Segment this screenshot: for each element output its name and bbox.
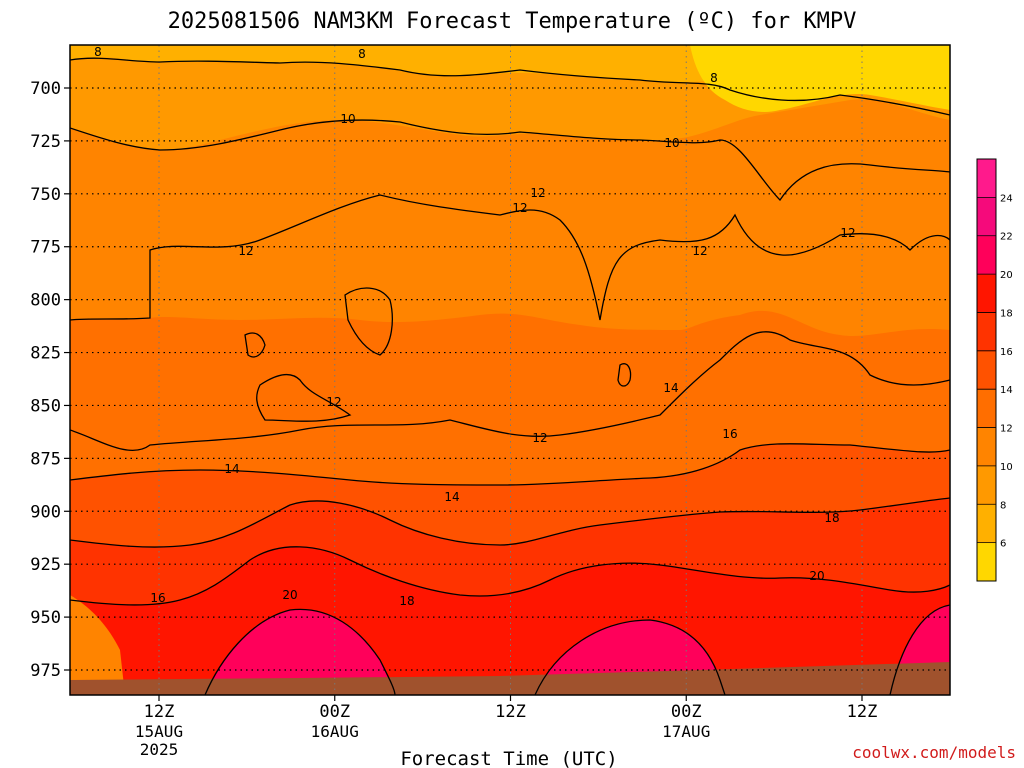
contour-label: 10	[340, 112, 355, 126]
x-tick-label: 00Z	[319, 702, 350, 722]
contour-16	[70, 443, 950, 486]
contour-20	[70, 546, 950, 606]
colorbar-segment	[977, 235, 996, 275]
x-date-label: 15AUG	[135, 722, 183, 741]
y-tick-label: 775	[30, 238, 61, 258]
contour-12-cell-b	[256, 373, 352, 422]
x-tick-label: 12Z	[144, 702, 175, 722]
x-year-label: 2025	[140, 740, 179, 759]
band-surface-cool	[70, 595, 125, 695]
contour-lines	[70, 57, 950, 695]
colorbar-segment	[977, 427, 996, 467]
contour-22-c	[889, 604, 950, 695]
colorbar-segment	[977, 389, 996, 429]
contour-label: 16	[722, 427, 737, 441]
contour-12	[70, 194, 950, 321]
contour-label: 12	[692, 244, 707, 258]
band-16-18	[70, 443, 950, 548]
contour-label: 12	[530, 186, 545, 200]
contour-14-cell	[344, 287, 393, 356]
colorbar-segment	[977, 159, 996, 198]
y-tick-label: 850	[30, 396, 61, 416]
colorbar-label: 20	[1000, 270, 1013, 281]
colorbar-label: 24	[1000, 193, 1013, 204]
contour-12-cell-c	[617, 363, 632, 387]
contour-label: 14	[444, 490, 459, 504]
contour-label: 18	[399, 594, 414, 608]
colorbar-segment	[977, 274, 996, 313]
y-tick-label: 800	[30, 291, 61, 311]
contour-labels: 8 8 8 10 10 12 12 12 12 12 12 12 14 14 1…	[94, 45, 855, 608]
contour-10	[70, 119, 950, 202]
y-tick-label: 950	[30, 608, 61, 628]
colorbar-label: 16	[1000, 347, 1013, 358]
contour-label: 20	[809, 569, 824, 583]
x-date-label: 16AUG	[311, 722, 359, 741]
colorbar-label: 8	[1000, 500, 1006, 511]
colorbar-segment	[977, 312, 996, 352]
contour-label: 8	[358, 47, 366, 61]
colorbar-label: 18	[1000, 308, 1013, 319]
x-tick-label: 00Z	[671, 702, 702, 722]
contour-label: 12	[512, 201, 527, 215]
y-tick-label: 700	[30, 79, 61, 99]
y-tick-label: 825	[30, 344, 61, 364]
contour-12-cell-a	[244, 332, 266, 358]
x-tick-label: 12Z	[495, 702, 526, 722]
temperature-field	[70, 45, 950, 695]
contour-8	[70, 57, 950, 116]
colorbar-segment	[977, 542, 996, 582]
contour-label: 12	[238, 244, 253, 258]
y-tick-label: 875	[30, 449, 61, 469]
contour-label: 8	[710, 71, 718, 85]
contour-label: 8	[94, 45, 102, 59]
y-tick-label: 750	[30, 185, 61, 205]
x-date-label: 17AUG	[662, 722, 710, 741]
band-6-8	[690, 45, 950, 112]
contour-14	[70, 331, 950, 451]
y-tick-label: 925	[30, 555, 61, 575]
colorbar-frame	[976, 158, 997, 582]
contour-label: 14	[224, 462, 239, 476]
contour-label: 12	[532, 431, 547, 445]
x-tick-label: 12Z	[847, 702, 878, 722]
source-credit: coolwx.com/models	[852, 743, 1016, 762]
contour-label: 14	[663, 381, 678, 395]
band-22-24-a	[205, 609, 395, 695]
colorbar-label: 10	[1000, 462, 1013, 473]
contour-label: 12	[326, 395, 341, 409]
colorbar-label: 6	[1000, 539, 1006, 550]
contour-label: 12	[840, 226, 855, 240]
colorbar: 6 8 10 12 14 16 18 20 22 24	[976, 158, 1013, 582]
y-tick-label: 975	[30, 661, 61, 681]
contour-label: 16	[150, 591, 165, 605]
colorbar-segment	[977, 504, 996, 544]
y-tick-label: 725	[30, 132, 61, 152]
colorbar-segment	[977, 350, 996, 390]
colorbar-segment	[977, 197, 996, 237]
x-axis-label: Forecast Time (UTC)	[400, 748, 617, 768]
colorbar-segment	[977, 465, 996, 505]
gridlines	[70, 45, 950, 695]
colorbar-label: 12	[1000, 424, 1013, 435]
contour-label: 10	[664, 136, 679, 150]
y-tick-label: 900	[30, 502, 61, 522]
colorbar-label: 14	[1000, 385, 1013, 396]
contour-22-a	[204, 608, 396, 695]
chart-title: 2025081506 NAM3KM Forecast Temperature (…	[168, 9, 857, 34]
colorbar-label: 22	[1000, 232, 1013, 243]
contour-label: 20	[282, 588, 297, 602]
y-axis: 700 725 750 775 800 825 850 875 900 925 950 975	[30, 79, 70, 681]
contour-label: 18	[824, 511, 839, 525]
contour-22-b	[534, 619, 726, 695]
contour-18	[70, 497, 950, 548]
